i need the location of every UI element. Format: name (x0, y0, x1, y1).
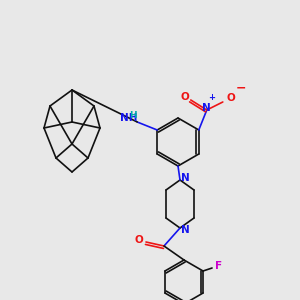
Text: +: + (208, 92, 215, 101)
Text: N: N (202, 103, 211, 113)
Text: −: − (236, 82, 246, 94)
Text: O: O (135, 235, 143, 245)
Text: N: N (181, 225, 189, 235)
Text: H: H (129, 110, 137, 119)
Text: N: N (181, 173, 189, 183)
Text: O: O (180, 92, 189, 102)
Text: NH: NH (121, 113, 138, 123)
Text: F: F (215, 261, 223, 271)
Text: O: O (226, 93, 235, 103)
